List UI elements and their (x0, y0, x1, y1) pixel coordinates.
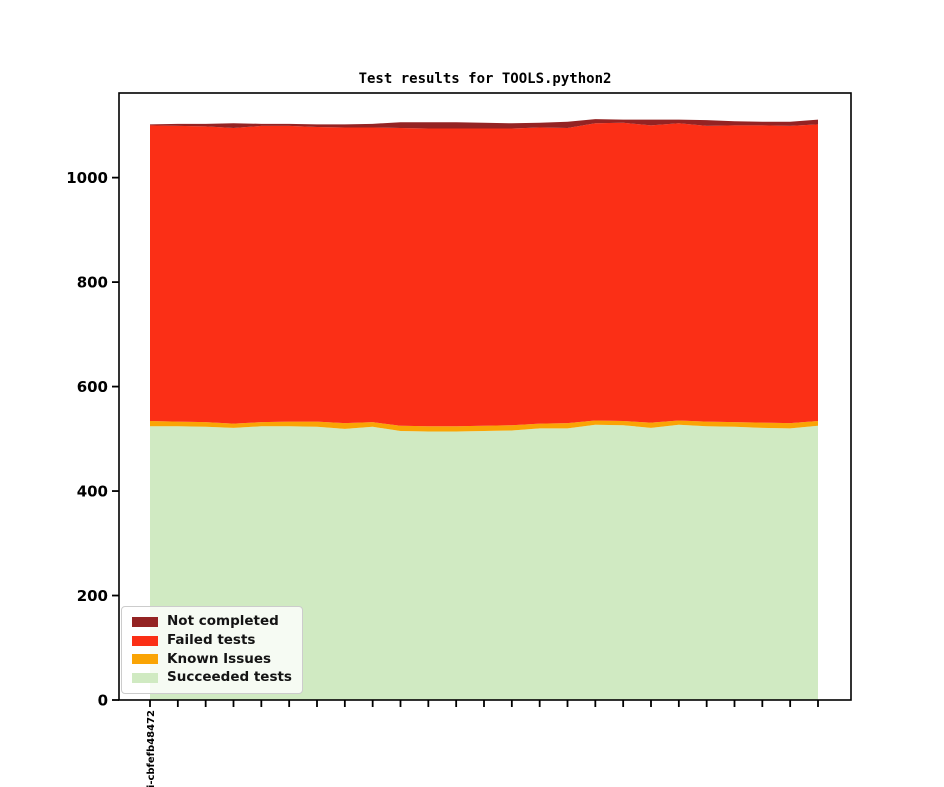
legend-swatch-succeeded-tests (132, 673, 158, 684)
y-tick-label: 600 (77, 378, 108, 396)
legend-label: Known Issues (167, 650, 272, 667)
legend: Not completed Failed tests Known Issues Suc… (121, 606, 303, 694)
legend-item-failed-tests: Failed tests (132, 631, 292, 648)
legend-item-succeeded-tests: Succeeded tests (132, 671, 292, 685)
y-tick-label: 0 (98, 692, 108, 710)
y-tick-label: 200 (77, 587, 108, 605)
legend-swatch-known-issues (132, 654, 158, 665)
y-tick-label: 800 (77, 274, 108, 292)
area-not-completed (150, 119, 818, 129)
plot-border (118, 92, 852, 701)
legend-item-known-issues: Known Issues (132, 650, 292, 667)
legend-item-not-completed: Not completed (132, 613, 292, 629)
y-tick-label: 400 (77, 483, 108, 501)
legend-swatch-not-completed (132, 616, 158, 627)
y-tick-label: 1000 (66, 169, 108, 187)
legend-label: Not completed (167, 613, 279, 629)
area-failed-tests (150, 122, 818, 427)
area-known-issues (150, 420, 818, 432)
x-tick-label: i-cbfefb48472 (146, 710, 157, 787)
legend-label: Succeeded tests (167, 669, 292, 686)
chart-title: Test results for TOOLS.python2 (358, 71, 612, 87)
legend-swatch-failed-tests (132, 635, 158, 646)
area-succeeded-tests (150, 424, 818, 700)
legend-label: Failed tests (167, 631, 256, 648)
